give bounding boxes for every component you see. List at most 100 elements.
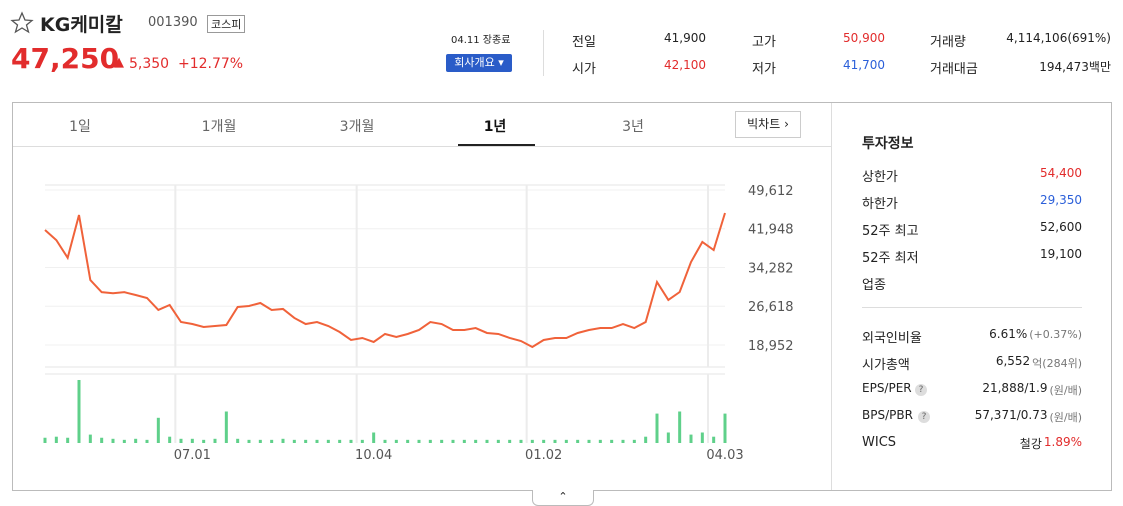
company-button[interactable]: 회사개요 ▾ — [446, 54, 512, 72]
price-line — [44, 212, 726, 349]
tab[interactable]: 1개월 — [201, 119, 237, 135]
volume-bar — [553, 439, 557, 443]
quote-value: 50,900 — [843, 31, 885, 45]
volume-bar — [270, 439, 274, 443]
tab-border — [13, 146, 831, 147]
tab-underline — [458, 144, 535, 146]
volume-bar — [530, 439, 534, 443]
volume-bar — [77, 380, 81, 443]
volume-bar — [66, 437, 70, 443]
volume-bar — [462, 439, 466, 443]
invest-label: 52주 최저 — [862, 251, 919, 266]
volume-bar — [179, 438, 183, 443]
help-icon: ? — [918, 411, 930, 423]
invest-value: 철강 — [1019, 437, 1042, 451]
tab[interactable]: 3년 — [622, 119, 644, 135]
y-tick-label: 26,618 — [748, 300, 794, 315]
quote-label: 시가 — [572, 62, 596, 77]
invest-note: 1.89% — [1043, 435, 1082, 449]
quote-label: 거래량 — [930, 35, 966, 50]
volume-bar — [122, 439, 126, 443]
quote-value: 42,100 — [664, 58, 706, 72]
favorite-star[interactable] — [10, 11, 34, 35]
invest-note: (원/배) — [1049, 411, 1082, 424]
volume-bar — [88, 434, 92, 443]
invest-value: 6.61% — [989, 327, 1028, 341]
change-arrow: ▲ — [114, 55, 124, 70]
invest-value: 6,552 — [995, 354, 1031, 368]
chart: 49,612 41,948 34,282 26,618 18,952 07.01 10.04… — [43, 184, 794, 463]
panel-divider — [831, 103, 832, 490]
invest-label: 52주 최고 — [862, 224, 919, 239]
change: 5,350 — [129, 56, 170, 72]
volume-bar — [168, 436, 172, 443]
invest-label: BPS/PBR — [862, 408, 913, 422]
volume-bar — [689, 434, 693, 443]
volume-bar — [474, 439, 478, 443]
panel-separator — [862, 307, 1082, 308]
invest-label: EPS/PER — [862, 381, 912, 395]
quote-label: 저가 — [752, 62, 776, 77]
volume-bar — [576, 439, 580, 443]
market-badge: 코스피 — [207, 15, 246, 33]
volume-bar — [417, 439, 421, 443]
y-tick-label: 18,952 — [748, 339, 794, 354]
volume-bar — [508, 439, 512, 443]
volume-bar — [111, 438, 115, 443]
invest-value: 57,371/0.73 — [974, 408, 1048, 422]
tab[interactable]: 3개월 — [339, 119, 375, 135]
quote-label: 고가 — [752, 35, 776, 50]
volume-bar — [655, 413, 659, 443]
x-tick-label: 07.01 — [174, 448, 211, 463]
quote-value: 41,900 — [664, 31, 706, 45]
volume-bar — [700, 432, 704, 443]
volume-bar — [190, 438, 194, 443]
invest-label: WICS — [862, 435, 897, 450]
volume-bar — [632, 439, 636, 443]
big-chart-button[interactable]: 빅차트 › — [735, 111, 801, 138]
volume-bar — [542, 439, 546, 443]
volume-bar — [406, 439, 410, 443]
invest-label: 상한가 — [862, 170, 898, 185]
volume-bar — [519, 439, 523, 443]
volume-bar — [440, 439, 444, 443]
divider — [543, 30, 544, 76]
volume-bar — [202, 439, 206, 443]
volume-bar — [224, 411, 228, 443]
invest-value: 21,888/1.9 — [982, 381, 1048, 395]
volume-bar — [564, 439, 568, 443]
y-tick-label: 49,612 — [748, 184, 794, 199]
invest-title: 투자정보 — [862, 136, 914, 152]
change-pct: +12.77% — [178, 56, 244, 72]
volume-bar — [678, 411, 682, 443]
volume-bar — [156, 417, 160, 443]
volume-bar — [394, 439, 398, 443]
volume-bar — [666, 432, 670, 443]
volume-bar — [723, 413, 727, 443]
quote-value: 41,700 — [843, 58, 885, 72]
volume-bar — [598, 439, 602, 443]
volume-bar — [292, 439, 296, 443]
invest-value: 19,100 — [1040, 247, 1082, 261]
volume-bar — [428, 439, 432, 443]
volume-bar — [54, 436, 58, 443]
volume-bar — [258, 439, 262, 443]
collapse-handle[interactable]: ⌃ — [532, 490, 594, 506]
volume-bar — [644, 436, 648, 443]
volume-bar — [383, 439, 387, 443]
stock-name: KG케미칼 — [40, 14, 123, 36]
volume-bar — [496, 439, 500, 443]
invest-label: 업종 — [862, 278, 886, 293]
tab[interactable]: 1년 — [483, 119, 507, 135]
x-tick-label: 04.03 — [706, 448, 743, 463]
y-tick-label: 41,948 — [748, 223, 794, 238]
volume-bar — [451, 439, 455, 443]
volume-bar — [213, 438, 217, 443]
volume-bar — [372, 432, 376, 443]
volume-bar — [134, 438, 138, 443]
tab[interactable]: 1일 — [69, 119, 91, 135]
big-chart-label: 빅차트 — [747, 117, 781, 131]
volume-bar — [621, 439, 625, 443]
price: 47,250 — [11, 42, 120, 75]
